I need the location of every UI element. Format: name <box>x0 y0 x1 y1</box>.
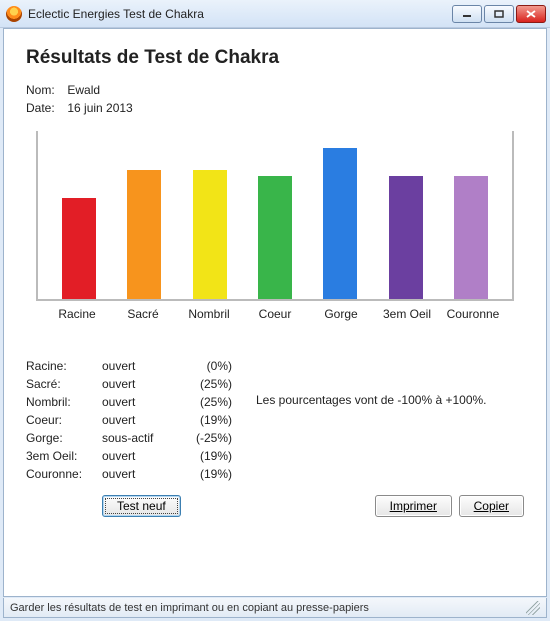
chart-bars-area <box>36 131 514 301</box>
result-name: Racine: <box>26 359 102 373</box>
date-label: Date: <box>26 99 64 117</box>
bar-coeur <box>258 176 292 299</box>
result-status: ouvert <box>102 449 180 463</box>
result-status: ouvert <box>102 467 180 481</box>
result-pct: (19%) <box>180 449 236 463</box>
close-button[interactable] <box>516 5 546 23</box>
bar-slot <box>111 131 176 299</box>
name-value: Ewald <box>67 83 100 97</box>
result-name: Couronne: <box>26 467 102 481</box>
bar-slot <box>46 131 111 299</box>
bar-gorge <box>323 148 357 299</box>
print-button-label: Imprimer <box>390 499 437 513</box>
result-name: Coeur: <box>26 413 102 427</box>
bar-slot <box>177 131 242 299</box>
result-status: ouvert <box>102 413 180 427</box>
bar-racine <box>62 198 96 299</box>
titlebar: Eclectic Energies Test de Chakra <box>0 0 550 28</box>
statusbar: Garder les résultats de test en impriman… <box>3 598 547 618</box>
date-value: 16 juin 2013 <box>67 101 132 115</box>
result-status: sous-actif <box>102 431 180 445</box>
results-table: Racine:ouvert(0%)Sacré:ouvert(25%)Nombri… <box>26 359 236 481</box>
print-button[interactable]: Imprimer <box>375 495 452 517</box>
result-pct: (0%) <box>180 359 236 373</box>
result-pct: (25%) <box>180 377 236 391</box>
copy-button[interactable]: Copier <box>459 495 524 517</box>
bar-slot <box>242 131 307 299</box>
results-row: Racine:ouvert(0%)Sacré:ouvert(25%)Nombri… <box>26 359 524 481</box>
chakra-chart: RacineSacréNombrilCoeurGorge3em OeilCour… <box>36 131 514 341</box>
bar-slot <box>308 131 373 299</box>
new-test-button[interactable]: Test neuf <box>102 495 181 517</box>
result-pct: (19%) <box>180 413 236 427</box>
result-status: ouvert <box>102 359 180 373</box>
status-text: Garder les résultats de test en impriman… <box>10 602 369 614</box>
bar-nombril <box>193 170 227 299</box>
bar-3em oeil <box>389 176 423 299</box>
bar-slot <box>439 131 504 299</box>
minimize-button[interactable] <box>452 5 482 23</box>
x-label: Gorge <box>308 307 374 321</box>
maximize-button[interactable] <box>484 5 514 23</box>
result-name: 3em Oeil: <box>26 449 102 463</box>
meta-block: Nom: Ewald Date: 16 juin 2013 <box>26 81 524 117</box>
button-row: Test neuf Imprimer Copier <box>26 495 524 517</box>
copy-button-label: Copier <box>474 499 509 513</box>
percent-note: Les pourcentages vont de -100% à +100%. <box>236 359 524 407</box>
result-name: Sacré: <box>26 377 102 391</box>
client-area: Résultats de Test de Chakra Nom: Ewald D… <box>3 28 547 597</box>
result-name: Gorge: <box>26 431 102 445</box>
result-pct: (25%) <box>180 395 236 409</box>
name-label: Nom: <box>26 81 64 99</box>
x-label: 3em Oeil <box>374 307 440 321</box>
app-icon <box>6 6 22 22</box>
x-label: Coeur <box>242 307 308 321</box>
window-buttons <box>452 5 546 23</box>
window-title: Eclectic Energies Test de Chakra <box>28 7 446 21</box>
x-label: Sacré <box>110 307 176 321</box>
chart-x-labels: RacineSacréNombrilCoeurGorge3em OeilCour… <box>36 301 514 321</box>
bar-sacré <box>127 170 161 299</box>
x-label: Couronne <box>440 307 506 321</box>
result-status: ouvert <box>102 395 180 409</box>
page-title: Résultats de Test de Chakra <box>26 47 524 69</box>
x-label: Nombril <box>176 307 242 321</box>
result-name: Nombril: <box>26 395 102 409</box>
result-pct: (19%) <box>180 467 236 481</box>
x-label: Racine <box>44 307 110 321</box>
resize-grip-icon[interactable] <box>526 601 540 615</box>
bar-couronne <box>454 176 488 299</box>
result-pct: (-25%) <box>180 431 236 445</box>
result-status: ouvert <box>102 377 180 391</box>
bar-slot <box>373 131 438 299</box>
